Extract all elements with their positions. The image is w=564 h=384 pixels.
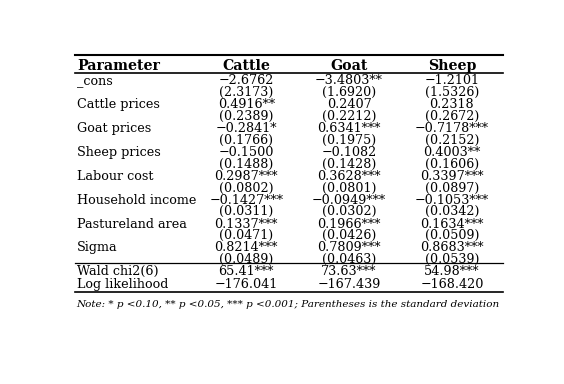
Text: −0.1053***: −0.1053*** — [415, 194, 489, 207]
Text: (2.3173): (2.3173) — [219, 86, 274, 99]
Text: 0.1337***: 0.1337*** — [214, 217, 278, 230]
Text: Goat prices: Goat prices — [77, 122, 151, 135]
Text: (0.0802): (0.0802) — [219, 182, 274, 194]
Text: −0.7178***: −0.7178*** — [415, 122, 489, 135]
Text: 65.41***: 65.41*** — [218, 265, 274, 278]
Text: 0.2987***: 0.2987*** — [214, 170, 278, 183]
Text: 54.98***: 54.98*** — [424, 265, 479, 278]
Text: Cattle: Cattle — [222, 60, 270, 73]
Text: Log likelihood: Log likelihood — [77, 278, 169, 291]
Text: Goat: Goat — [331, 60, 368, 73]
Text: _cons: _cons — [77, 74, 113, 87]
Text: −0.0949***: −0.0949*** — [312, 194, 386, 207]
Text: (0.2389): (0.2389) — [219, 110, 274, 123]
Text: (0.0426): (0.0426) — [322, 229, 376, 242]
Text: (0.1606): (0.1606) — [425, 157, 479, 170]
Text: (0.0311): (0.0311) — [219, 205, 274, 218]
Text: (0.0539): (0.0539) — [425, 253, 479, 266]
Text: (1.5326): (1.5326) — [425, 86, 479, 99]
Text: (0.1766): (0.1766) — [219, 134, 274, 147]
Text: Cattle prices: Cattle prices — [77, 98, 160, 111]
Text: (0.2672): (0.2672) — [425, 110, 479, 123]
Text: (0.0489): (0.0489) — [219, 253, 274, 266]
Text: −3.4803**: −3.4803** — [315, 74, 383, 87]
Text: 0.6341***: 0.6341*** — [318, 122, 381, 135]
Text: 0.1634***: 0.1634*** — [420, 217, 483, 230]
Text: 0.4916**: 0.4916** — [218, 98, 275, 111]
Text: Pastureland area: Pastureland area — [77, 217, 187, 230]
Text: 0.8214***: 0.8214*** — [214, 242, 278, 255]
Text: 0.2318: 0.2318 — [430, 98, 474, 111]
Text: (0.1488): (0.1488) — [219, 157, 274, 170]
Text: 0.2407: 0.2407 — [327, 98, 372, 111]
Text: −176.041: −176.041 — [214, 278, 278, 291]
Text: −2.6762: −2.6762 — [218, 74, 274, 87]
Text: (0.2212): (0.2212) — [322, 110, 376, 123]
Text: −0.1427***: −0.1427*** — [209, 194, 283, 207]
Text: −0.1082: −0.1082 — [321, 146, 377, 159]
Text: Note: * p <0.10, ** p <0.05, *** p <0.001; Parentheses is the standard deviation: Note: * p <0.10, ** p <0.05, *** p <0.00… — [76, 300, 499, 310]
Text: (0.0463): (0.0463) — [322, 253, 376, 266]
Text: (0.2152): (0.2152) — [425, 134, 479, 147]
Text: Sheep: Sheep — [428, 60, 476, 73]
Text: (1.6920): (1.6920) — [322, 86, 376, 99]
Text: (0.0342): (0.0342) — [425, 205, 479, 218]
Text: Sheep prices: Sheep prices — [77, 146, 161, 159]
Text: (0.1428): (0.1428) — [322, 157, 376, 170]
Text: 0.7809***: 0.7809*** — [318, 242, 381, 255]
Text: 0.1966***: 0.1966*** — [318, 217, 381, 230]
Text: 73.63***: 73.63*** — [321, 265, 377, 278]
Text: 0.3397***: 0.3397*** — [420, 170, 483, 183]
Text: (0.0509): (0.0509) — [425, 229, 479, 242]
Text: −1.2101: −1.2101 — [424, 74, 479, 87]
Text: −0.2841*: −0.2841* — [215, 122, 277, 135]
Text: (0.0801): (0.0801) — [322, 182, 376, 194]
Text: (0.0302): (0.0302) — [321, 205, 376, 218]
Text: 0.3628***: 0.3628*** — [318, 170, 381, 183]
Text: Parameter: Parameter — [77, 60, 160, 73]
Text: (0.0471): (0.0471) — [219, 229, 274, 242]
Text: −0.1500: −0.1500 — [218, 146, 274, 159]
Text: Household income: Household income — [77, 194, 196, 207]
Text: −167.439: −167.439 — [318, 278, 381, 291]
Text: Wald chi2(6): Wald chi2(6) — [77, 265, 158, 278]
Text: (0.0897): (0.0897) — [425, 182, 479, 194]
Text: 0.4003**: 0.4003** — [423, 146, 481, 159]
Text: 0.8683***: 0.8683*** — [420, 242, 483, 255]
Text: Labour cost: Labour cost — [77, 170, 153, 183]
Text: Sigma: Sigma — [77, 242, 118, 255]
Text: (0.1975): (0.1975) — [322, 134, 376, 147]
Text: −168.420: −168.420 — [420, 278, 483, 291]
